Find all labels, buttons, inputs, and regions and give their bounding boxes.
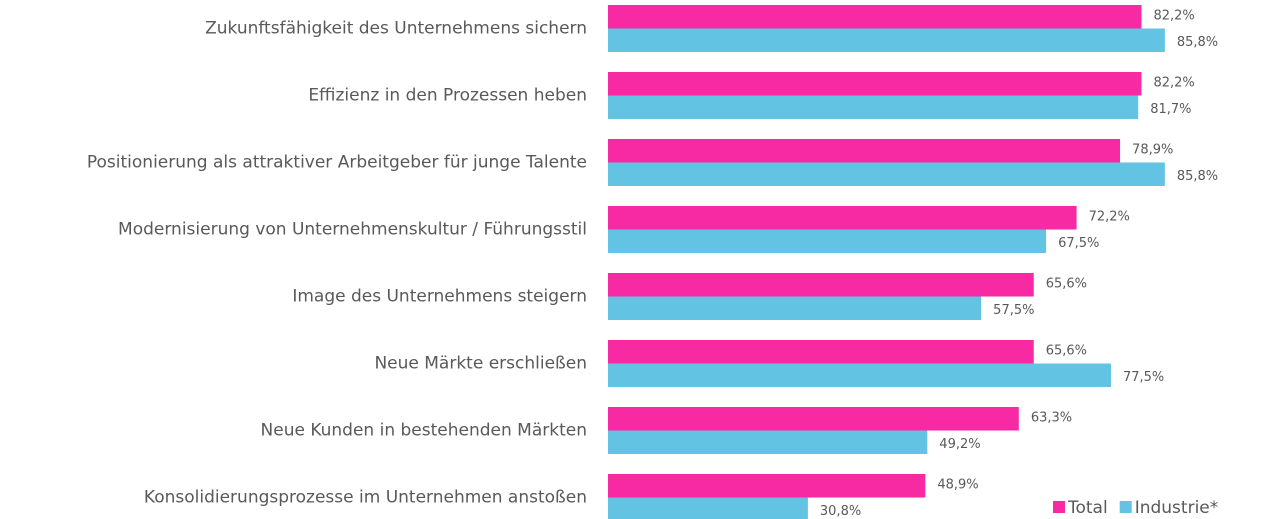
legend-label: Industrie* bbox=[1135, 498, 1219, 518]
bar bbox=[608, 229, 1047, 253]
value-label: 49,2% bbox=[939, 437, 980, 452]
category-label: Zukunftsfähigkeit des Unternehmens siche… bbox=[205, 19, 587, 39]
value-label: 77,5% bbox=[1123, 370, 1164, 385]
category-label: Neue Märkte erschließen bbox=[374, 354, 587, 374]
bar bbox=[608, 296, 982, 320]
bar bbox=[608, 474, 926, 498]
bar bbox=[608, 497, 808, 519]
bar bbox=[608, 407, 1019, 431]
bar bbox=[608, 206, 1077, 230]
bar bbox=[608, 430, 928, 454]
value-label: 63,3% bbox=[1031, 410, 1072, 425]
value-label: 81,7% bbox=[1150, 102, 1191, 117]
value-label: 30,8% bbox=[820, 504, 861, 519]
bar bbox=[608, 28, 1165, 52]
legend-swatch bbox=[1119, 501, 1132, 513]
value-label: 85,8% bbox=[1177, 35, 1218, 50]
value-label: 65,6% bbox=[1046, 276, 1087, 291]
value-label: 82,2% bbox=[1153, 75, 1194, 90]
category-label: Neue Kunden in bestehenden Märkten bbox=[261, 421, 587, 441]
value-label: 48,9% bbox=[937, 477, 978, 492]
bar bbox=[608, 72, 1142, 96]
value-label: 82,2% bbox=[1153, 8, 1194, 23]
category-label: Effizienz in den Prozessen heben bbox=[308, 86, 587, 106]
category-label: Konsolidierungsprozesse im Unternehmen a… bbox=[144, 488, 587, 508]
category-label: Positionierung als attraktiver Arbeitgeb… bbox=[87, 153, 587, 173]
value-label: 65,6% bbox=[1046, 343, 1087, 358]
legend-swatch bbox=[1053, 501, 1065, 513]
value-label: 57,5% bbox=[993, 303, 1034, 318]
bar bbox=[608, 340, 1034, 364]
legend-label: Total bbox=[1067, 498, 1108, 518]
bar bbox=[608, 139, 1121, 163]
category-label: Image des Unternehmens steigern bbox=[292, 287, 587, 307]
category-label: Modernisierung von Unternehmenskultur / … bbox=[118, 220, 587, 240]
bar bbox=[608, 162, 1165, 186]
bar bbox=[608, 95, 1139, 119]
value-label: 85,8% bbox=[1177, 169, 1218, 184]
bar bbox=[608, 273, 1034, 297]
value-label: 78,9% bbox=[1132, 142, 1173, 157]
bar bbox=[608, 363, 1111, 387]
value-label: 72,2% bbox=[1089, 209, 1130, 224]
value-label: 67,5% bbox=[1058, 236, 1099, 251]
bar bbox=[608, 5, 1142, 29]
